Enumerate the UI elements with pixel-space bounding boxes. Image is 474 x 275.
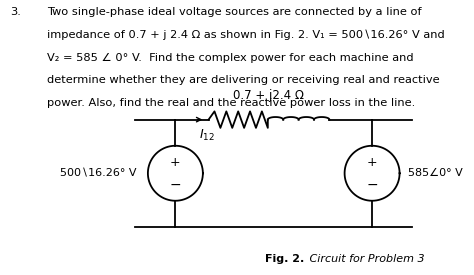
Text: Fig. 2.: Fig. 2. xyxy=(265,254,305,264)
Text: Two single-phase ideal voltage sources are connected by a line of: Two single-phase ideal voltage sources a… xyxy=(47,7,422,17)
Text: +: + xyxy=(170,156,181,169)
Text: power. Also, find the real and the reactive power loss in the line.: power. Also, find the real and the react… xyxy=(47,98,416,108)
Text: 500∖16.26° V: 500∖16.26° V xyxy=(60,168,136,178)
Text: 585∠0° V: 585∠0° V xyxy=(408,168,463,178)
Text: 0.7 + j2.4 Ω: 0.7 + j2.4 Ω xyxy=(234,89,304,102)
Text: $I_{12}$: $I_{12}$ xyxy=(199,128,215,143)
Text: −: − xyxy=(170,178,181,192)
Text: impedance of 0.7 + j 2.4 Ω as shown in Fig. 2. V₁ = 500∖16.26° V and: impedance of 0.7 + j 2.4 Ω as shown in F… xyxy=(47,30,445,40)
Text: −: − xyxy=(366,178,378,192)
Text: Circuit for Problem 3: Circuit for Problem 3 xyxy=(306,254,424,264)
Text: V₂ = 585 ∠ 0° V.  Find the complex power for each machine and: V₂ = 585 ∠ 0° V. Find the complex power … xyxy=(47,53,414,62)
Text: +: + xyxy=(367,156,377,169)
Text: 3.: 3. xyxy=(10,7,21,17)
Text: determine whether they are delivering or receiving real and reactive: determine whether they are delivering or… xyxy=(47,75,440,85)
